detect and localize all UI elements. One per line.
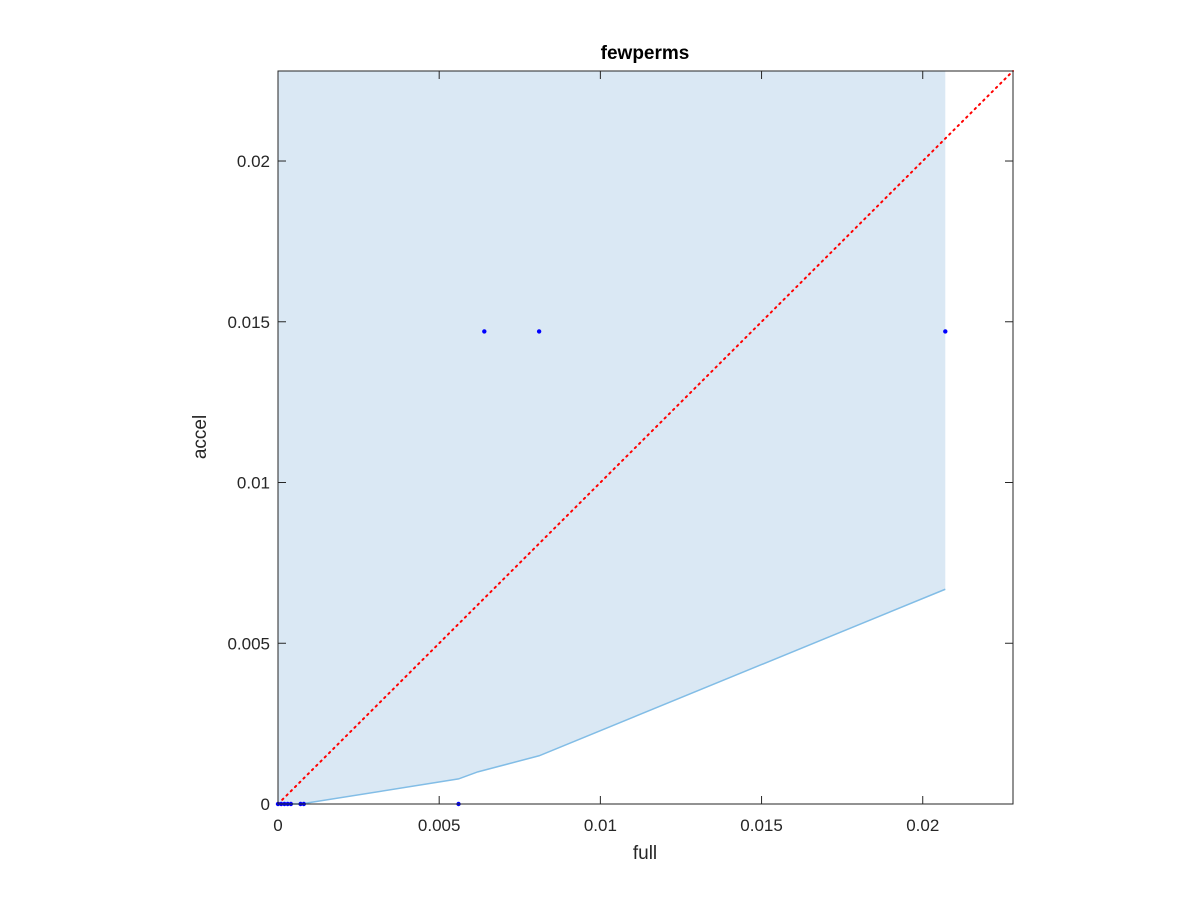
shaded-region [278,71,946,804]
y-tick-label: 0 [261,795,270,814]
data-point [943,329,948,334]
reference-diagonal-line [277,70,1014,805]
y-axis-label: accel [190,415,211,459]
x-tick-label: 0.02 [906,816,939,835]
y-tick-label: 0.02 [237,152,270,171]
tick-layer: 0 0.005 0.01 0.015 0.02 0 0.005 0.01 0.015 0.02 [227,71,1013,835]
x-axis-label: full [633,843,657,864]
x-tick-label: 0.005 [418,816,461,835]
y-tick-label: 0.015 [227,313,270,332]
x-tick-label: 0.015 [740,816,783,835]
axes-layer [277,70,1014,805]
data-point [482,329,487,334]
y-tick-label: 0.005 [227,634,270,653]
data-point [536,329,542,334]
shaded-region-layer [278,71,946,804]
chart-title: fewperms [601,43,690,64]
y-tick-label: 0.01 [237,474,270,493]
x-tick-label: 0.01 [584,816,617,835]
axes-box [277,70,1014,805]
x-tick-label: 0 [273,816,282,835]
